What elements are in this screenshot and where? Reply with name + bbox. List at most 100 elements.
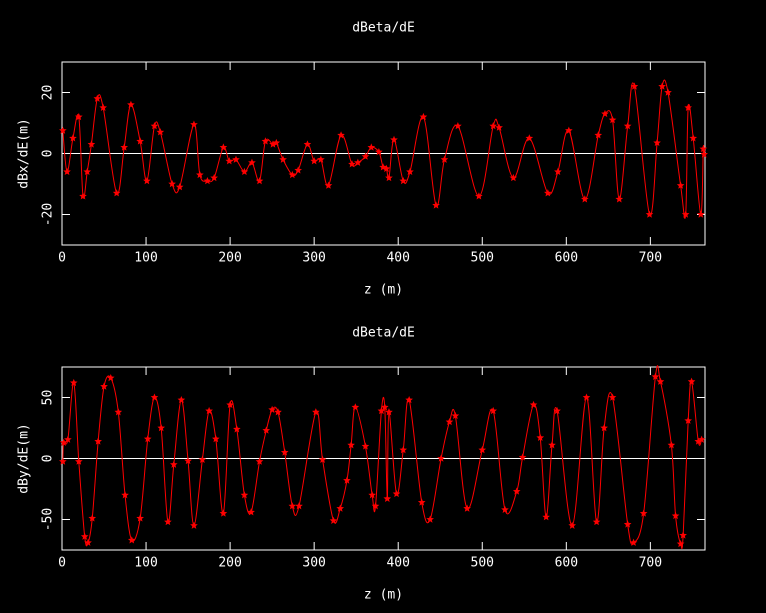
data-point xyxy=(59,457,67,465)
data-point xyxy=(347,441,355,449)
data-point xyxy=(623,520,632,528)
data-point xyxy=(671,511,680,520)
data-point xyxy=(136,514,144,522)
x-tick-label: 0 xyxy=(58,556,66,571)
data-point xyxy=(93,94,102,102)
data-point xyxy=(351,403,360,411)
data-point xyxy=(190,120,198,128)
data-point xyxy=(337,131,345,139)
data-point xyxy=(601,109,609,118)
data-point xyxy=(375,147,383,156)
data-point xyxy=(463,504,471,512)
x-tick-label: 200 xyxy=(218,556,241,571)
data-point xyxy=(475,192,483,200)
data-point xyxy=(295,502,303,510)
x-axis-label: z (m) xyxy=(364,588,403,603)
data-point xyxy=(581,195,589,203)
data-point xyxy=(568,521,576,529)
data-point xyxy=(405,395,413,404)
data-point xyxy=(310,157,318,165)
data-point xyxy=(544,189,552,197)
data-point xyxy=(272,138,281,147)
data-point xyxy=(651,372,660,380)
data-point xyxy=(399,445,408,454)
data-point xyxy=(371,502,380,510)
data-point xyxy=(88,514,97,522)
data-point xyxy=(210,173,218,182)
data-point xyxy=(169,460,178,468)
data-point xyxy=(329,516,338,524)
data-point xyxy=(59,438,68,446)
data-point xyxy=(676,539,685,548)
data-point xyxy=(127,100,135,108)
data-point xyxy=(361,442,370,450)
data-point xyxy=(684,416,692,424)
data-point xyxy=(164,517,172,526)
data-point xyxy=(75,457,83,465)
data-line xyxy=(62,365,703,550)
y-tick-label: 0 xyxy=(41,150,56,158)
data-point xyxy=(623,122,632,130)
data-point xyxy=(608,393,617,401)
y-axis-label: dBx/dE(m) xyxy=(17,118,32,188)
data-point xyxy=(354,158,362,166)
data-point xyxy=(261,137,270,145)
x-tick-label: 700 xyxy=(639,251,662,266)
data-point xyxy=(699,144,708,153)
data-point xyxy=(501,505,509,513)
data-point xyxy=(608,115,617,124)
data-point xyxy=(417,498,426,506)
data-point xyxy=(656,377,665,385)
data-point xyxy=(687,377,696,385)
data-point xyxy=(198,455,207,463)
data-point xyxy=(280,448,289,456)
data-point xyxy=(399,176,408,185)
data-point xyxy=(432,201,440,209)
data-point xyxy=(136,137,144,145)
data-point xyxy=(75,112,83,121)
data-point xyxy=(653,138,661,147)
data-point xyxy=(380,403,389,411)
data-point xyxy=(385,173,393,182)
data-point xyxy=(156,128,165,136)
data-point xyxy=(437,454,445,462)
data-point xyxy=(59,126,67,134)
data-point xyxy=(600,424,608,432)
data-point xyxy=(495,123,503,131)
data-point xyxy=(478,445,487,454)
data-line xyxy=(62,79,705,219)
data-point xyxy=(190,521,198,529)
data-point xyxy=(445,417,454,426)
x-tick-label: 500 xyxy=(471,251,494,266)
data-point xyxy=(288,170,297,179)
x-tick-label: 200 xyxy=(218,251,241,266)
data-point xyxy=(225,157,234,165)
data-point xyxy=(274,408,282,416)
data-point xyxy=(368,491,376,499)
data-point xyxy=(542,513,550,521)
data-point xyxy=(184,456,192,465)
data-point xyxy=(426,515,434,523)
data-point xyxy=(548,441,556,449)
data-point xyxy=(79,192,87,200)
data-point xyxy=(84,538,92,546)
data-point xyxy=(536,433,545,441)
data-point xyxy=(219,509,228,517)
data-point xyxy=(697,435,706,443)
x-tick-label: 600 xyxy=(555,556,578,571)
x-tick-label: 100 xyxy=(134,556,157,571)
data-point xyxy=(509,173,518,182)
x-tick-label: 300 xyxy=(302,251,325,266)
y-tick-label: 0 xyxy=(41,455,56,463)
data-point xyxy=(689,134,698,142)
data-point xyxy=(318,455,327,463)
data-point xyxy=(696,210,705,218)
chart-title: dBeta/dE xyxy=(352,326,415,341)
data-point xyxy=(177,395,186,404)
data-point xyxy=(248,158,256,166)
y-tick-label: -50 xyxy=(41,508,56,531)
data-point xyxy=(317,155,325,163)
data-point xyxy=(406,167,414,176)
data-point xyxy=(121,491,129,499)
data-point xyxy=(392,489,401,498)
